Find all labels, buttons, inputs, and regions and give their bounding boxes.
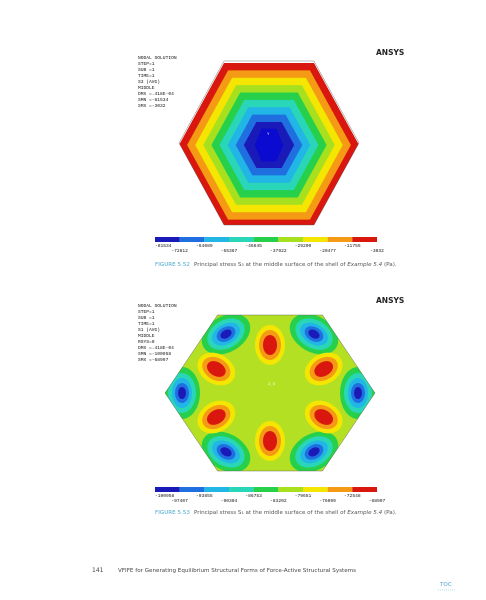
legend-label: -100958: [155, 493, 175, 499]
contour-lobe: [206, 409, 226, 425]
contour-lobe: [308, 329, 320, 339]
legend-swatch: [253, 487, 279, 492]
info-line: S1 (AVG): [138, 327, 160, 333]
legend-label: -90304: [221, 498, 238, 504]
ansys-logo: ANSYS: [376, 48, 404, 57]
caption-tail: (Pa).: [382, 262, 397, 268]
info-line: SMN =-81534: [138, 97, 169, 103]
caption-text: Principal stress S₁ at the middle surfac…: [194, 510, 347, 516]
caption-label: FIGURE 5.52: [155, 262, 190, 268]
contour-lobe: [308, 447, 320, 457]
info-line: TIME=1: [138, 73, 155, 79]
info-line: STEP=1: [138, 309, 155, 315]
info-line: SUB =1: [138, 315, 155, 321]
info-line: TIME=1: [138, 321, 155, 327]
legend-swatch: [352, 237, 377, 242]
legend-label: -29200: [295, 243, 312, 249]
contour-plot: [179, 63, 359, 225]
legend-label: -93855: [196, 493, 213, 499]
legend-swatch: [229, 237, 254, 242]
legend-swatch: [229, 487, 254, 492]
legend-swatch: [179, 237, 205, 242]
legend-swatch: [179, 487, 205, 492]
contour-lobe: [178, 387, 186, 399]
contour-lobe: [206, 361, 226, 377]
legend-label: -97407: [171, 498, 188, 504]
contour-lobe: [263, 431, 277, 451]
info-line: S3 (AVG): [138, 79, 160, 85]
legend-label: -83202: [270, 498, 287, 504]
ansys-logo: ANSYS: [376, 296, 404, 305]
legend-swatch: [204, 487, 229, 492]
info-line: NODAL SOLUTION: [138, 55, 177, 61]
legend-swatch: [303, 487, 328, 492]
legend-label: -76099: [319, 498, 336, 504]
legend-label: -55367: [221, 248, 238, 254]
caption-example: Example 5.4: [347, 510, 382, 516]
contour-lobe: [354, 387, 362, 399]
caption: FIGURE 5.53 Principal stress S₁ at the mi…: [155, 510, 397, 516]
legend-swatch: [327, 237, 353, 242]
running-title: VFIFE for Generating Equilibrium Structu…: [118, 568, 356, 574]
info-line: SMX =-3032: [138, 103, 166, 109]
toc-link[interactable]: TOC: [439, 582, 452, 588]
legend-label: -3032: [370, 248, 384, 254]
info-line: SMN =-100958: [138, 351, 171, 357]
shell-outline: [178, 60, 360, 226]
contour-plot: [165, 315, 375, 471]
caption-example: Example 5.4: [347, 262, 382, 268]
legend-label: -37922: [270, 248, 287, 254]
axis-marker: Z_X: [268, 383, 276, 387]
contour-lobe: [220, 447, 232, 457]
info-line: SUB =1: [138, 67, 155, 73]
legend-label: -86753: [245, 493, 262, 499]
legend-label: -72548: [344, 493, 361, 499]
contour-core: [254, 128, 284, 162]
caption-label: FIGURE 5.53: [155, 510, 190, 516]
legend-swatch: [278, 487, 303, 492]
page-number: 141: [92, 567, 104, 574]
legend-swatch: [155, 487, 180, 492]
caption: FIGURE 5.52 Principal stress S₃ at the mi…: [155, 262, 397, 268]
caption-text: Principal stress S₃ at the middle surfac…: [194, 262, 347, 268]
info-line: RSYS=0: [138, 339, 155, 345]
contour-lobe: [220, 329, 232, 339]
info-line: DMX =.418E-04: [138, 345, 174, 351]
caption-tail: (Pa).: [382, 510, 397, 516]
legend-label: -79651: [295, 493, 312, 499]
contour-lobe: [314, 361, 334, 377]
info-line: MIDDLE: [138, 333, 155, 339]
info-line: STEP=1: [138, 61, 155, 67]
legend-swatch: [327, 487, 353, 492]
legend-swatch: [155, 237, 180, 242]
axis-marker: Y: [267, 133, 270, 137]
shell-outline: [164, 314, 376, 472]
legend-label: -46645: [245, 243, 262, 249]
info-line: NODAL SOLUTION: [138, 303, 177, 309]
legend-swatch: [204, 237, 229, 242]
legend-label: -81534: [155, 243, 172, 249]
legend-label: -11755: [344, 243, 361, 249]
legend-label: -72812: [171, 248, 188, 254]
legend-swatch: [253, 237, 279, 242]
info-line: MIDDLE: [138, 85, 155, 91]
info-line: SMX =-68997: [138, 357, 169, 363]
contour-lobe: [314, 409, 334, 425]
legend-label: -20477: [319, 248, 336, 254]
legend-label: -64089: [196, 243, 213, 249]
info-line: DMX =.418E-04: [138, 91, 174, 97]
legend-swatch: [303, 237, 328, 242]
contour-lobe: [263, 335, 277, 355]
legend-swatch: [352, 487, 377, 492]
legend-label: -68997: [369, 498, 386, 504]
legend-swatch: [278, 237, 303, 242]
